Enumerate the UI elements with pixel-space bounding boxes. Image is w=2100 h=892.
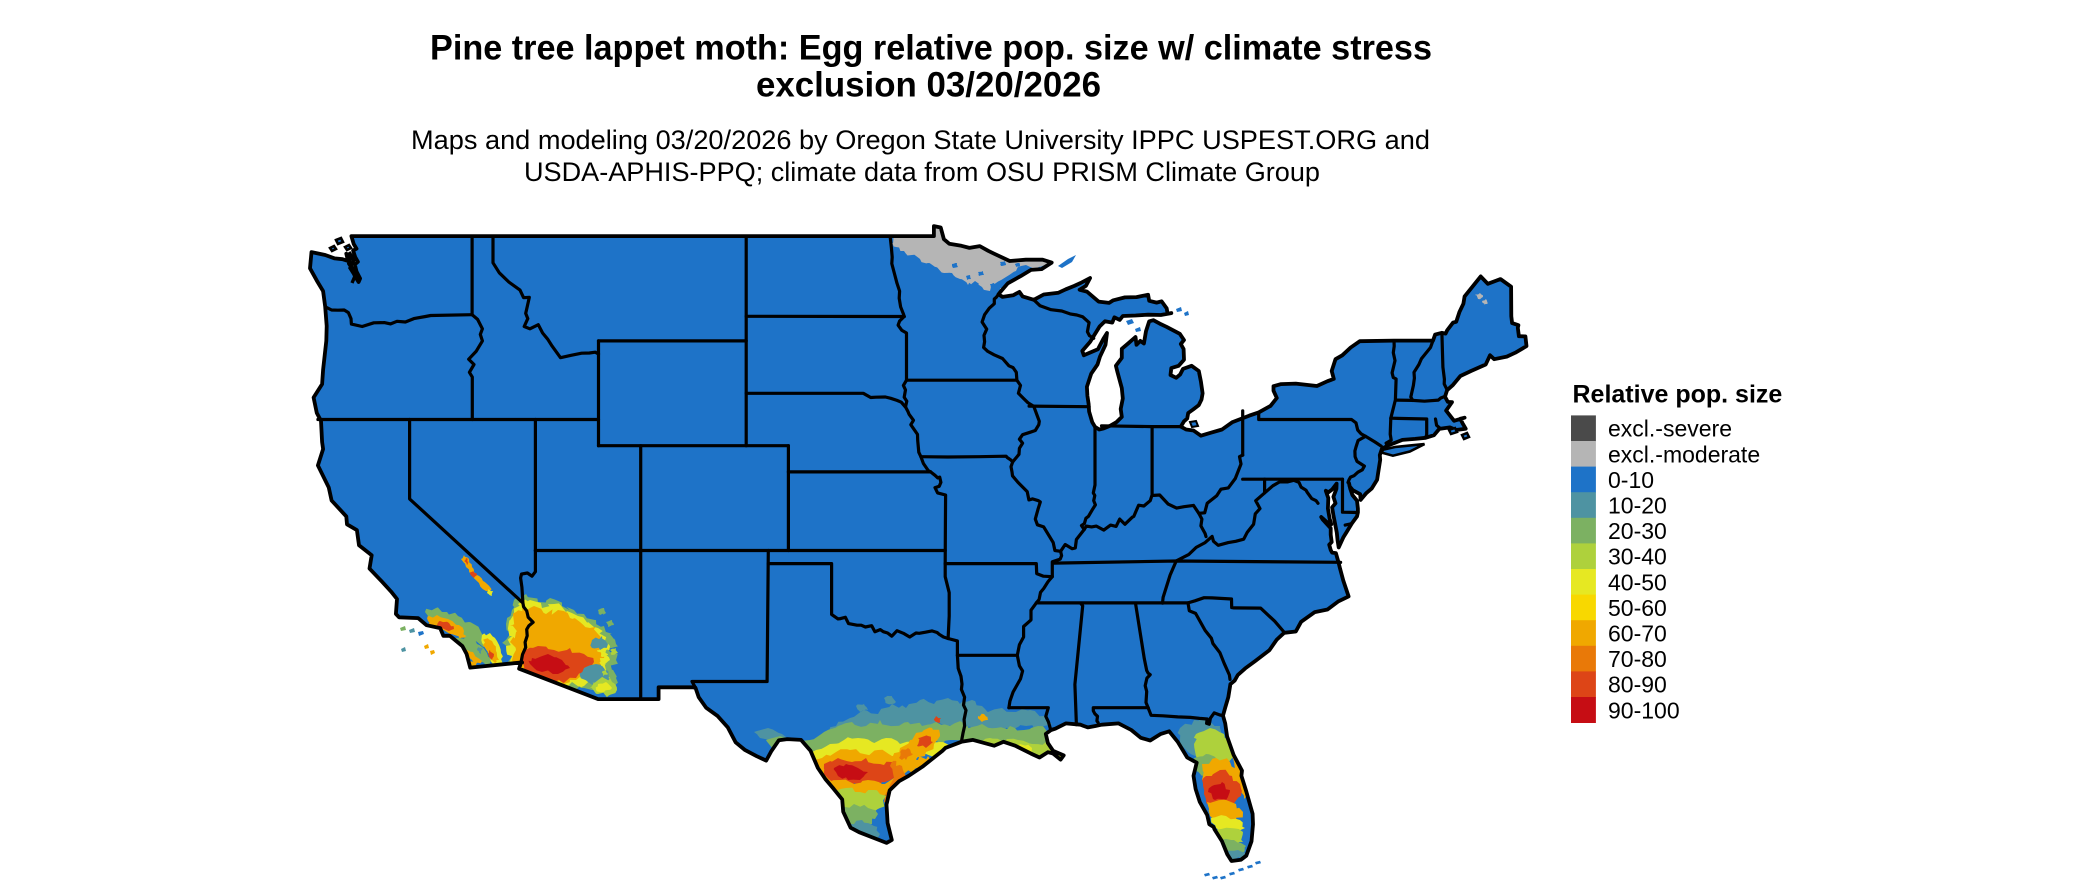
- svg-text:10-20: 10-20: [1608, 493, 1667, 519]
- svg-text:Maps and modeling 03/20/2026 b: Maps and modeling 03/20/2026 by Oregon S…: [411, 125, 1430, 155]
- svg-text:exclusion 03/20/2026: exclusion 03/20/2026: [756, 66, 1101, 105]
- svg-text:50-60: 50-60: [1608, 595, 1667, 621]
- svg-text:90-100: 90-100: [1608, 697, 1680, 723]
- svg-text:30-40: 30-40: [1608, 544, 1667, 570]
- svg-text:40-50: 40-50: [1608, 569, 1667, 595]
- svg-text:USDA-APHIS-PPQ; climate data f: USDA-APHIS-PPQ; climate data from OSU PR…: [524, 157, 1320, 187]
- svg-text:0-10: 0-10: [1608, 467, 1654, 493]
- svg-text:Relative pop. size: Relative pop. size: [1573, 381, 1783, 409]
- svg-text:Pine tree lappet moth: Egg rel: Pine tree lappet moth: Egg relative pop.…: [430, 29, 1432, 68]
- svg-text:80-90: 80-90: [1608, 672, 1667, 698]
- svg-text:70-80: 70-80: [1608, 646, 1667, 672]
- svg-text:excl.-moderate: excl.-moderate: [1608, 441, 1760, 467]
- svg-text:20-30: 20-30: [1608, 518, 1667, 544]
- svg-text:60-70: 60-70: [1608, 621, 1667, 647]
- svg-text:excl.-severe: excl.-severe: [1608, 416, 1732, 442]
